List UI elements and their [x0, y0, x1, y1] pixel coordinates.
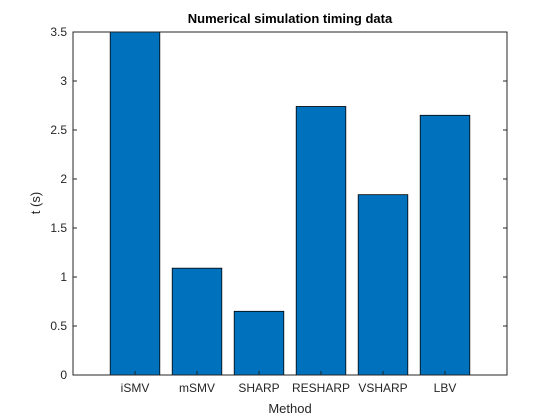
y-tick-label: 0: [60, 368, 67, 382]
bar-vsharp: [357, 194, 409, 376]
x-axis-label: Method: [268, 401, 311, 416]
y-tick-label: 0.5: [50, 319, 67, 333]
axes-box: [72, 31, 508, 376]
bar-ismv: [109, 31, 161, 376]
x-tick-label: RESHARP: [292, 381, 350, 395]
x-axis-ticks: iSMV mSMV SHARP RESHARP VSHARP LBV: [121, 371, 457, 395]
x-tick-label: VSHARP: [358, 381, 407, 395]
chart-title: Numerical simulation timing data: [188, 11, 393, 26]
x-tick-label: LBV: [434, 381, 457, 395]
y-tick-label: 2.5: [50, 123, 67, 137]
y-tick-label: 1.5: [50, 221, 67, 235]
bars-group: [109, 31, 471, 376]
y-axis-label: t (s): [28, 192, 43, 214]
bar-lbv: [419, 114, 471, 376]
y-tick-label: 2: [60, 172, 67, 186]
x-tick-label: iSMV: [121, 381, 150, 395]
y-tick-label: 1: [60, 270, 67, 284]
x-tick-label: mSMV: [179, 381, 215, 395]
y-tick-label: 3: [60, 74, 67, 88]
bar-sharp: [233, 310, 285, 376]
y-tick-label: 3.5: [50, 25, 67, 39]
bar-resharp: [295, 106, 347, 376]
bar-msmv: [171, 267, 223, 376]
y-axis-ticks: 0 0.5 1 1.5 2 2.5 3 3.5: [50, 25, 507, 382]
x-tick-label: SHARP: [238, 381, 279, 395]
